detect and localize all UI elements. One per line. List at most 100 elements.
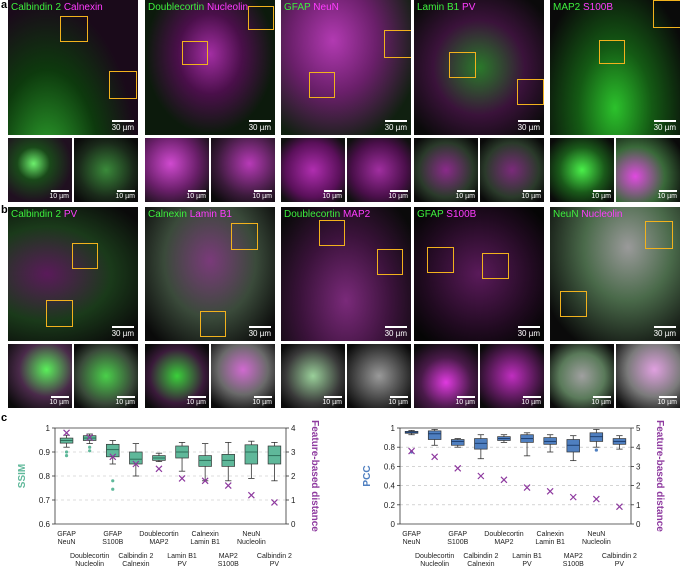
outlier-point xyxy=(111,479,115,483)
category-label-line: GFAP xyxy=(448,531,467,538)
magenta-channel-label: S100B xyxy=(583,2,614,13)
channel-label: Calnexin Lamin B1 xyxy=(148,209,232,220)
panel-letter-a: a xyxy=(1,0,8,11)
y2-tick-label: 4 xyxy=(291,424,296,433)
scale-bar-label: 30 µm xyxy=(111,123,134,132)
category-label: GFAP NeuN xyxy=(57,531,76,546)
roi-box xyxy=(377,249,403,275)
roi-box xyxy=(60,16,88,42)
magnified-a-3-2: 10 µm xyxy=(347,138,411,202)
micrograph-a-2: Doublecortin Nucleolin 30 µm xyxy=(145,0,275,135)
category-label: Doublecortin Nucleolin xyxy=(415,553,454,568)
channel-label: GFAP S100B xyxy=(417,209,476,220)
feature-distance-marker xyxy=(477,472,485,480)
category-label-line: GFAP xyxy=(402,531,421,538)
scale-bar-label: 10 µm xyxy=(186,399,206,406)
roi-box xyxy=(560,291,587,317)
box xyxy=(129,451,143,465)
channel-label: Calbindin 2 PV xyxy=(11,209,77,220)
scale-bar: 10 µm xyxy=(49,190,69,200)
scale-bar: 30 µm xyxy=(112,120,134,132)
category-label: Calbindin 2 Calnexin xyxy=(463,553,498,568)
scale-bar: 30 µm xyxy=(385,120,407,132)
feature-distance-marker xyxy=(616,503,623,511)
category-label-line: NeuN xyxy=(403,539,421,546)
category-label: Lamin B1 PV xyxy=(167,553,197,568)
category-label: GFAP NeuN xyxy=(402,531,421,546)
magnified-b-3-1: 10 µm xyxy=(281,344,345,408)
y2-tick-label: 4 xyxy=(636,443,641,452)
category-label-line: MAP2 xyxy=(149,539,168,546)
scale-bar-line xyxy=(51,396,69,398)
micrograph-a-3: GFAP NeuN 30 µm xyxy=(281,0,411,135)
roi-box xyxy=(72,243,98,269)
y2-tick-label: 0 xyxy=(636,520,641,529)
scale-bar-label: 10 µm xyxy=(322,399,342,406)
category-label-line: GFAP xyxy=(103,531,122,538)
scale-bar-line xyxy=(249,120,271,122)
scale-bar-label: 30 µm xyxy=(384,123,407,132)
channel-label: MAP2 S100B xyxy=(553,2,613,13)
panel-letter-c: c xyxy=(1,412,8,424)
y-tick-label: 0.7 xyxy=(39,496,51,505)
roi-box xyxy=(427,247,454,273)
y-tick-label: 0.6 xyxy=(384,462,396,471)
scale-bar-line xyxy=(254,190,272,192)
feature-distance-marker xyxy=(247,491,255,499)
scale-bar-label: 10 µm xyxy=(49,399,69,406)
panel-letter-b: b xyxy=(1,204,8,216)
feature-distance-marker xyxy=(454,464,462,472)
scale-bar-line xyxy=(390,396,408,398)
scale-bar-label: 10 µm xyxy=(252,399,272,406)
magnified-a-1-1: 10 µm xyxy=(8,138,72,202)
category-label: Doublecortin MAP2 xyxy=(484,531,523,546)
roi-box xyxy=(599,40,625,64)
scale-bar: 10 µm xyxy=(388,396,408,406)
scale-bar: 10 µm xyxy=(252,190,272,200)
magenta-channel-label: Nucleolin xyxy=(581,209,623,220)
green-channel-label: GFAP xyxy=(284,2,311,13)
scale-bar-line xyxy=(249,326,271,328)
scale-bar: 10 µm xyxy=(49,396,69,406)
scale-bar-line xyxy=(112,326,134,328)
scale-bar-line xyxy=(188,190,206,192)
magnified-b-3-2: 10 µm xyxy=(347,344,411,408)
scale-bar-line xyxy=(385,326,407,328)
feature-distance-marker xyxy=(408,447,415,455)
outlier-point xyxy=(88,449,92,453)
scale-bar: 30 µm xyxy=(654,326,676,338)
category-label-line: MAP2 xyxy=(564,553,583,560)
scale-bar-line xyxy=(117,190,135,192)
scale-bar-line xyxy=(117,396,135,398)
green-channel-label: Doublecortin xyxy=(284,209,341,220)
magenta-channel-label: S100B xyxy=(446,209,477,220)
category-label-line: Calnexin xyxy=(122,561,149,568)
y-tick-label: 0.4 xyxy=(384,482,396,491)
category-label-line: PV xyxy=(522,561,532,568)
magnified-b-2-1: 10 µm xyxy=(145,344,209,408)
category-label-line: S100B xyxy=(447,539,468,546)
category-label: Doublecortin MAP2 xyxy=(139,531,178,546)
scale-bar: 10 µm xyxy=(322,190,342,200)
category-label-line: NeuN xyxy=(587,531,605,538)
category-label-line: NeuN xyxy=(242,531,260,538)
feature-distance-marker xyxy=(155,465,163,473)
outlier-point xyxy=(88,445,92,449)
scale-bar: 10 µm xyxy=(521,190,541,200)
category-label-line: Lamin B1 xyxy=(535,539,565,546)
scale-bar-label: 30 µm xyxy=(653,123,676,132)
category-label: MAP2 S100B xyxy=(218,553,239,568)
scale-bar: 30 µm xyxy=(249,120,271,132)
channel-label: Calbindin 2 Calnexin xyxy=(11,2,103,13)
micrograph-a-4: Lamin B1 PV 30 µm xyxy=(414,0,544,135)
magenta-channel-label: Lamin B1 xyxy=(189,209,232,220)
roi-box xyxy=(482,253,509,279)
category-label-line: Calbindin 2 xyxy=(602,553,637,560)
scale-bar: 10 µm xyxy=(657,190,677,200)
feature-distance-marker xyxy=(546,487,554,495)
box xyxy=(198,455,212,467)
y-tick-label: 0.8 xyxy=(384,443,396,452)
micrograph-b-3: Doublecortin MAP2 30 µm xyxy=(281,207,411,341)
green-channel-label: Doublecortin xyxy=(148,2,205,13)
scale-bar-line xyxy=(457,190,475,192)
